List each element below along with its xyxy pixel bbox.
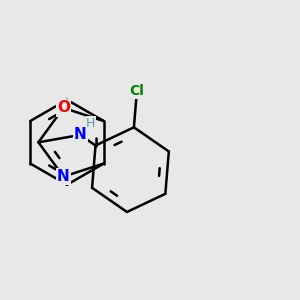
Text: O: O — [57, 100, 70, 116]
Text: H: H — [86, 117, 96, 130]
Text: N: N — [57, 169, 70, 184]
Text: N: N — [74, 128, 87, 142]
Text: Cl: Cl — [129, 84, 144, 98]
